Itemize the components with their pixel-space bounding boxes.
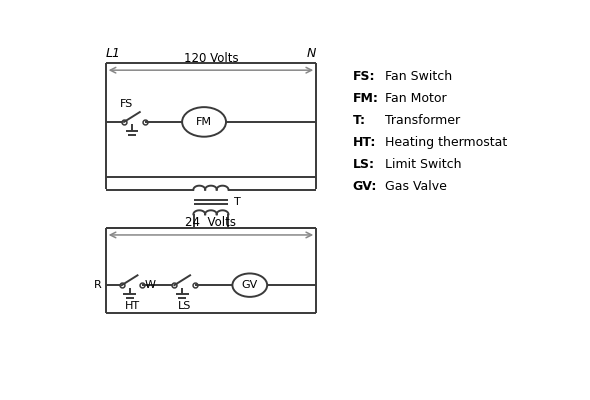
Text: FM: FM [196, 117, 212, 127]
Text: T:: T: [353, 114, 366, 127]
Text: FS:: FS: [353, 70, 375, 82]
Text: LS:: LS: [353, 158, 375, 171]
Text: LS: LS [178, 301, 191, 311]
Text: Fan Switch: Fan Switch [385, 70, 452, 82]
Text: Heating thermostat: Heating thermostat [385, 136, 507, 149]
Text: T: T [234, 197, 241, 207]
Text: L1: L1 [106, 47, 121, 60]
Text: W: W [145, 280, 156, 290]
Text: GV:: GV: [353, 180, 377, 194]
Text: GV: GV [242, 280, 258, 290]
Text: FS: FS [120, 99, 133, 109]
Text: HT: HT [124, 301, 140, 311]
Text: FM:: FM: [353, 92, 379, 105]
Text: Fan Motor: Fan Motor [385, 92, 446, 105]
Text: Gas Valve: Gas Valve [385, 180, 447, 194]
Text: R: R [94, 280, 102, 290]
Text: N: N [307, 47, 316, 60]
Text: Transformer: Transformer [385, 114, 460, 127]
Text: HT:: HT: [353, 136, 376, 149]
Text: 120 Volts: 120 Volts [183, 52, 238, 65]
Text: 24  Volts: 24 Volts [185, 216, 237, 230]
Text: Limit Switch: Limit Switch [385, 158, 461, 171]
